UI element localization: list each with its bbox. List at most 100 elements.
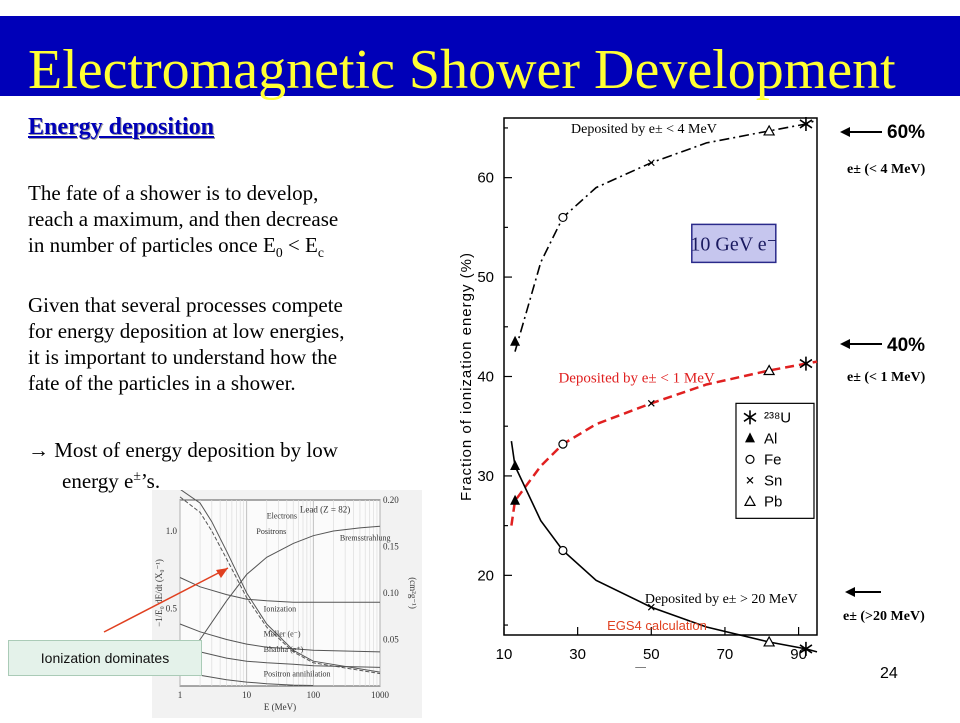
paragraph-fate: The fate of a shower is to develop, reac… [28, 180, 448, 266]
inset-x-tick: 1 [178, 690, 183, 700]
inset-y-tick-right: 0.20 [383, 495, 399, 505]
data-point-triangle-open [763, 124, 776, 136]
series-label-lt1: Deposited by e± < 1 MeV [558, 370, 714, 386]
data-point-circle [558, 212, 568, 223]
data-point-x [647, 159, 655, 167]
label-e-lt-1mev: e± (< 1 MeV) [847, 370, 926, 385]
y-tick-label: 20 [477, 567, 494, 584]
series-label-lt4: Deposited by e± < 4 MeV [571, 122, 717, 137]
inset-y-tick-right: 0.10 [383, 588, 399, 598]
section-heading: Energy deposition [28, 114, 215, 140]
inset-series-1 [179, 488, 381, 673]
legend-label: Pb [764, 493, 782, 510]
energy-box-label: 10 GeV e⁻ [690, 233, 777, 255]
legend-label: Sn [764, 472, 782, 489]
para3-line2-text: energy e [62, 469, 134, 493]
slide-title: Electromagnetic Shower Development [28, 39, 896, 101]
right-arrow-icon: → [28, 438, 49, 462]
inset-series-label: Bhabha (e⁺) [264, 645, 304, 654]
label-e-lt-4mev: e± (< 4 MeV) [847, 162, 926, 177]
para3-line2-suffix: ’s. [140, 469, 161, 493]
para3-line2: energy e±’s. [28, 463, 448, 494]
series-label-gt20: Deposited by e± > 20 MeV [645, 592, 798, 607]
legend-label: Fe [764, 451, 782, 468]
y-axis-label: Fraction of ionization energy (%) [458, 252, 475, 501]
legend-marker-x [746, 476, 754, 484]
label-60-percent: 60% [887, 122, 926, 143]
data-point-x [647, 603, 655, 611]
para2-line2: for energy deposition at low energies, [28, 319, 345, 343]
series-line-2 [510, 440, 818, 653]
para2-line1: Given that several processes compete [28, 293, 343, 317]
legend-marker-triangle-filled [744, 432, 755, 443]
para1-line3-text: in number of particles once E [28, 233, 276, 257]
data-point-triangle-filled [510, 494, 521, 505]
inset-series-label: Positrons [256, 527, 286, 536]
arrow-40-head-icon [840, 339, 850, 349]
inset-x-tick: 10 [242, 690, 252, 700]
inset-series-label: Bremsstrahlung [340, 533, 391, 542]
legend-marker-triangle-open [743, 495, 757, 506]
x-tick-label: 50 [643, 646, 660, 663]
para2-line4: fate of the particles in a shower. [28, 371, 296, 395]
y-tick-label: 50 [477, 269, 494, 286]
para1-line3: in number of particles once E0 < Ec [28, 232, 448, 266]
legend-label: ²³⁸U [764, 409, 791, 426]
data-point-triangle-filled [510, 335, 521, 346]
para1-lt: < E [282, 233, 318, 257]
inset-y-tick-right: 0.15 [383, 542, 399, 552]
inset-y-label-left: −1/E₀ dE/dt (X₀⁻¹) [154, 559, 164, 627]
data-point-triangle-open [763, 364, 776, 376]
inset-x-tick: 1000 [371, 690, 390, 700]
inset-y-tick-left: 1.0 [166, 526, 178, 536]
data-point-x [647, 399, 655, 407]
data-point-triangle-open [763, 635, 776, 647]
data-point-asterisk [799, 641, 813, 656]
legend-marker-circle [745, 454, 755, 464]
para1-line2: reach a maximum, and then decrease [28, 207, 339, 231]
y-tick-label: 30 [477, 468, 494, 485]
egs4-note: EGS4 calculation [607, 618, 707, 633]
para2-line3: it is important to understand how the [28, 345, 338, 369]
data-point-asterisk [799, 116, 813, 131]
legend-marker-asterisk [743, 410, 757, 425]
main-chart-container: 10 30 50 70 90 20 30 40 50 60 Fraction of ionizat… [447, 110, 840, 688]
para1-line1: The fate of a shower is to develop, [28, 181, 319, 205]
arrow-60-head-icon [840, 127, 850, 137]
x-tick-label: 10 [496, 646, 513, 663]
x-axis-label: Z [634, 663, 647, 668]
label-40-percent: 40% [887, 335, 926, 356]
arrow-20-head-icon [845, 587, 855, 597]
sub-c: c [317, 245, 324, 261]
data-point-circle [558, 545, 568, 556]
series-line-1 [510, 360, 818, 526]
inset-series-4 [179, 623, 381, 653]
inset-y-tick-left: 0.5 [166, 604, 178, 614]
page-number: 24 [880, 665, 898, 682]
sub-zero: 0 [275, 245, 283, 261]
data-point-triangle-filled [510, 459, 521, 470]
inset-y-tick-right: 0.05 [383, 635, 399, 645]
inset-series-label: Positron annihilation [264, 670, 331, 679]
energy-loss-inset-chart: 1 10 100 1000 0.5 1.0 0.05 0.10 0.15 0.20 E (MeV)… [152, 488, 422, 718]
para3-line1: → Most of energy deposition by low [28, 437, 448, 463]
ionization-callout: Ionization dominates [8, 640, 202, 676]
data-point-asterisk [799, 356, 813, 371]
label-e-gt-20mev: e± (>20 MeV) [843, 609, 925, 624]
inset-series-0 [179, 496, 381, 675]
inset-series-label: Ionization [264, 605, 296, 614]
y-tick-label: 40 [477, 369, 494, 386]
inset-x-tick: 100 [307, 690, 321, 700]
inset-series-label: Møller (e⁻) [264, 629, 301, 638]
inset-figure-container: 1 10 100 1000 0.5 1.0 0.05 0.10 0.15 0.20 E (MeV)… [152, 488, 422, 723]
data-point-circle [558, 439, 568, 449]
inset-title: Lead (Z = 82) [300, 504, 350, 514]
title-bar: Electromagnetic Shower Development [0, 16, 960, 101]
para3-line1-text: Most of energy deposition by low [49, 438, 338, 462]
paragraph-conclusion: → Most of energy deposition by low energ… [28, 437, 448, 494]
inset-series-label: Electrons [267, 512, 297, 521]
arrow-40-line [848, 343, 882, 345]
sup-pm: ± [133, 468, 141, 483]
legend-label: Al [764, 430, 777, 447]
